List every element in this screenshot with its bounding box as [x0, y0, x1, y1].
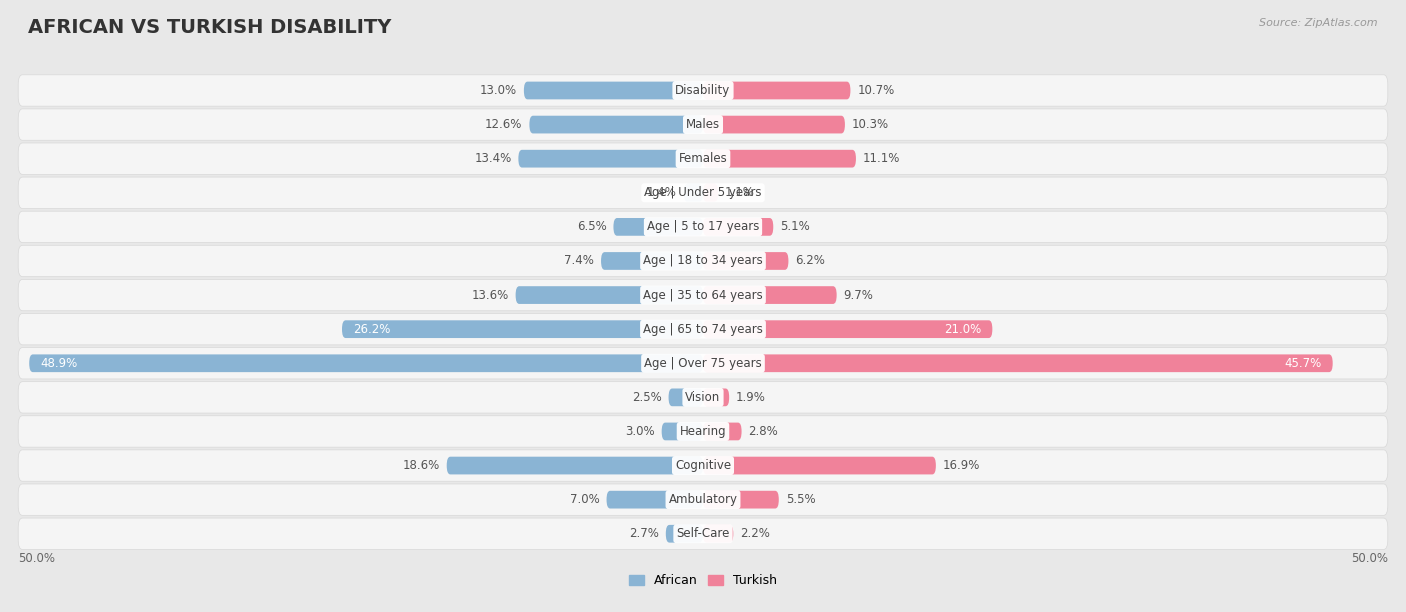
FancyBboxPatch shape	[18, 518, 1388, 550]
Text: 9.7%: 9.7%	[844, 289, 873, 302]
FancyBboxPatch shape	[703, 491, 779, 509]
FancyBboxPatch shape	[703, 389, 730, 406]
FancyBboxPatch shape	[18, 177, 1388, 209]
Text: 12.6%: 12.6%	[485, 118, 523, 131]
Text: Self-Care: Self-Care	[676, 528, 730, 540]
Text: 13.0%: 13.0%	[479, 84, 517, 97]
FancyBboxPatch shape	[18, 211, 1388, 242]
FancyBboxPatch shape	[703, 81, 851, 99]
FancyBboxPatch shape	[662, 423, 703, 440]
FancyBboxPatch shape	[613, 218, 703, 236]
FancyBboxPatch shape	[703, 354, 1333, 372]
Text: 2.7%: 2.7%	[628, 528, 659, 540]
Text: 2.5%: 2.5%	[631, 391, 662, 404]
FancyBboxPatch shape	[666, 525, 703, 543]
FancyBboxPatch shape	[703, 286, 837, 304]
Text: 5.5%: 5.5%	[786, 493, 815, 506]
Text: 6.2%: 6.2%	[796, 255, 825, 267]
FancyBboxPatch shape	[683, 184, 703, 201]
FancyBboxPatch shape	[18, 245, 1388, 277]
FancyBboxPatch shape	[18, 450, 1388, 481]
Text: 10.3%: 10.3%	[852, 118, 889, 131]
Text: 45.7%: 45.7%	[1285, 357, 1322, 370]
Text: 48.9%: 48.9%	[41, 357, 77, 370]
FancyBboxPatch shape	[447, 457, 703, 474]
Legend: African, Turkish: African, Turkish	[624, 569, 782, 592]
Text: 6.5%: 6.5%	[576, 220, 606, 233]
Text: 7.4%: 7.4%	[564, 255, 595, 267]
FancyBboxPatch shape	[18, 313, 1388, 345]
Text: Cognitive: Cognitive	[675, 459, 731, 472]
FancyBboxPatch shape	[606, 491, 703, 509]
FancyBboxPatch shape	[18, 109, 1388, 140]
Text: 5.1%: 5.1%	[780, 220, 810, 233]
Text: Ambulatory: Ambulatory	[668, 493, 738, 506]
Text: Males: Males	[686, 118, 720, 131]
FancyBboxPatch shape	[18, 143, 1388, 174]
FancyBboxPatch shape	[669, 389, 703, 406]
FancyBboxPatch shape	[703, 320, 993, 338]
FancyBboxPatch shape	[600, 252, 703, 270]
Text: 16.9%: 16.9%	[943, 459, 980, 472]
FancyBboxPatch shape	[703, 218, 773, 236]
FancyBboxPatch shape	[18, 75, 1388, 106]
Text: 18.6%: 18.6%	[402, 459, 440, 472]
Text: Age | 5 to 17 years: Age | 5 to 17 years	[647, 220, 759, 233]
FancyBboxPatch shape	[18, 382, 1388, 413]
Text: 11.1%: 11.1%	[863, 152, 900, 165]
Text: 1.1%: 1.1%	[725, 186, 755, 200]
FancyBboxPatch shape	[18, 348, 1388, 379]
Text: Disability: Disability	[675, 84, 731, 97]
Text: 50.0%: 50.0%	[1351, 552, 1388, 565]
FancyBboxPatch shape	[530, 116, 703, 133]
FancyBboxPatch shape	[703, 423, 741, 440]
Text: 50.0%: 50.0%	[18, 552, 55, 565]
Text: Age | Under 5 years: Age | Under 5 years	[644, 186, 762, 200]
FancyBboxPatch shape	[703, 252, 789, 270]
FancyBboxPatch shape	[524, 81, 703, 99]
Text: 13.6%: 13.6%	[471, 289, 509, 302]
FancyBboxPatch shape	[342, 320, 703, 338]
FancyBboxPatch shape	[18, 484, 1388, 515]
FancyBboxPatch shape	[519, 150, 703, 168]
Text: 1.9%: 1.9%	[737, 391, 766, 404]
Text: AFRICAN VS TURKISH DISABILITY: AFRICAN VS TURKISH DISABILITY	[28, 18, 391, 37]
Text: 13.4%: 13.4%	[474, 152, 512, 165]
FancyBboxPatch shape	[18, 280, 1388, 311]
Text: Females: Females	[679, 152, 727, 165]
Text: Hearing: Hearing	[679, 425, 727, 438]
Text: Source: ZipAtlas.com: Source: ZipAtlas.com	[1260, 18, 1378, 28]
Text: Age | 18 to 34 years: Age | 18 to 34 years	[643, 255, 763, 267]
FancyBboxPatch shape	[703, 116, 845, 133]
Text: Age | 65 to 74 years: Age | 65 to 74 years	[643, 323, 763, 335]
Text: 2.2%: 2.2%	[740, 528, 770, 540]
FancyBboxPatch shape	[516, 286, 703, 304]
FancyBboxPatch shape	[30, 354, 703, 372]
Text: 7.0%: 7.0%	[569, 493, 599, 506]
FancyBboxPatch shape	[703, 150, 856, 168]
FancyBboxPatch shape	[703, 525, 734, 543]
Text: Vision: Vision	[685, 391, 721, 404]
Text: Age | Over 75 years: Age | Over 75 years	[644, 357, 762, 370]
FancyBboxPatch shape	[18, 416, 1388, 447]
Text: Age | 35 to 64 years: Age | 35 to 64 years	[643, 289, 763, 302]
FancyBboxPatch shape	[703, 184, 718, 201]
Text: 3.0%: 3.0%	[626, 425, 655, 438]
FancyBboxPatch shape	[703, 457, 936, 474]
Text: 26.2%: 26.2%	[353, 323, 391, 335]
Text: 2.8%: 2.8%	[748, 425, 778, 438]
Text: 21.0%: 21.0%	[943, 323, 981, 335]
Text: 1.4%: 1.4%	[647, 186, 676, 200]
Text: 10.7%: 10.7%	[858, 84, 894, 97]
